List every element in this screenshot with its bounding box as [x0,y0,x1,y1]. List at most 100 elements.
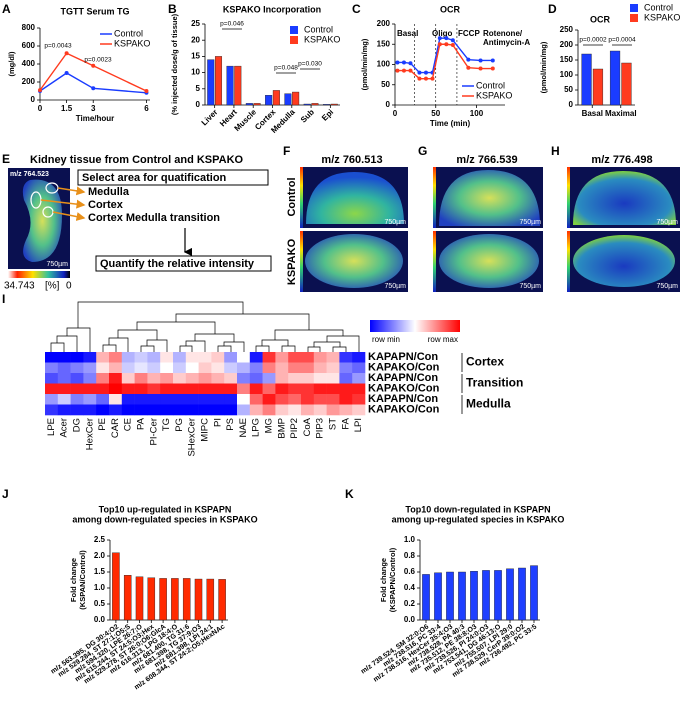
phase-label: Antimycin-A [483,38,530,47]
column-label: LPG [251,418,262,437]
heat-cell [352,383,366,395]
heat-cell [83,362,97,374]
x-tick-label: 1.5 [61,104,73,113]
point [437,42,442,47]
point [437,36,442,41]
colorbar [433,167,436,228]
bar [234,65,242,106]
heat-cell [109,373,123,384]
point [401,68,406,73]
column-label: PS [225,418,236,431]
heat-cell [249,362,263,374]
y-tick-label: 150 [377,39,391,48]
heat-cell [147,394,161,405]
heat-cell [249,394,263,405]
heat-cell [173,394,187,405]
point [64,71,69,75]
point [417,70,422,75]
heat-cell [198,394,212,405]
chart-title: Top10 down-regulated in KSPAPN [405,504,550,514]
y-axis-label: (pmol/min/mg) [539,41,548,93]
heat-cell [185,352,199,363]
x-tick-label: 6 [144,104,149,113]
bar [272,90,280,106]
panel-letter: G [418,144,427,158]
panel-e: E Kidney tissue from Control and KSPAKO … [2,152,272,292]
heat-cell [83,394,97,405]
series-line [397,43,493,80]
heat-cell [237,352,251,363]
legend-label: KSPAKO [476,90,512,100]
heat-cell [313,373,327,384]
bar [214,56,223,106]
column-label: LPE [46,418,57,436]
step: Select area for quatification [82,172,227,184]
phase-label: Basal [397,29,418,38]
legend-swatch [290,26,298,34]
legend-label: Control [114,28,143,38]
heat-cell [301,373,315,384]
scale-bar: 750µm [46,261,68,268]
chart-title: OCR [590,14,611,24]
heat-cell [211,352,225,363]
heat-cell [262,404,276,416]
y-tick-label: 15 [191,52,200,61]
heat-cell [96,404,110,416]
heat-cell [313,394,327,405]
heat-cell [160,404,174,416]
column-label: PI-Cer [148,418,159,445]
heatmap-colorbar [370,320,460,332]
y-tick-label: 2.0 [94,551,106,560]
phase-label: Rotenone/ [483,29,523,38]
bar [330,103,338,106]
panel-letter: J [2,487,9,501]
legend-label: Control [476,80,505,90]
bar [226,65,234,106]
heat-cell [57,362,71,374]
heat-cell [45,373,59,384]
heat-cell [288,394,302,405]
heat-cell [211,394,225,405]
legend-swatch [290,36,298,44]
column-label: PIP2 [289,418,300,439]
y-tick-label: 1.0 [94,583,106,592]
point [490,58,495,63]
heat-cell [160,362,174,374]
row-label: KAPAPN/Con [368,393,438,405]
group-label: Cortex [466,355,504,369]
scale-bar: 750µm [384,283,406,290]
point [408,68,413,73]
y-tick-label: 0 [569,100,574,109]
heat-cell [147,383,161,395]
y-tick-label: 0.0 [404,615,416,624]
legend-label: KSPAKO [114,38,150,48]
bar [458,571,466,621]
bar [253,103,261,106]
mz-title: m/z 766.539 [456,154,517,166]
annotation: p=0.046 [220,21,244,28]
heat-cell [109,394,123,405]
panels-fgh: F G H m/z 760.513 m/z 766.539 m/z 776.49… [283,144,680,292]
point [91,63,96,68]
y-axis-label: (KSPAPN/Control) [388,547,397,612]
heat-cell [198,373,212,384]
heat-cell [45,362,59,374]
panel-letter: B [168,2,177,16]
region: Cortex [88,199,124,211]
row-label: KAPAKO/Con [368,383,440,395]
bar [218,579,226,621]
column-label: MIPC [200,418,211,442]
heat-cell [45,383,59,395]
point [417,76,422,81]
heat-cell [96,373,110,384]
bar [494,570,502,621]
y-tick-label: 200 [22,77,36,86]
x-tick-label: 0 [393,109,398,118]
point [408,61,413,66]
heat-cell [249,352,263,363]
heat-cell [262,352,276,363]
heat-cell [224,362,238,374]
heat-cell [147,373,161,384]
bar [470,571,478,621]
x-tick-label: 0 [38,104,43,113]
